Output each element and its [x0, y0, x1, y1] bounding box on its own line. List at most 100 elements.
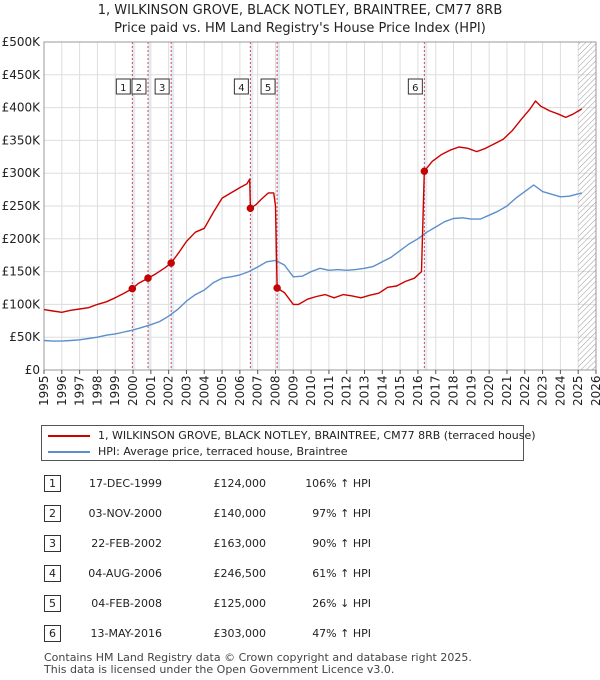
sale-price: £140,000	[213, 507, 267, 520]
sale-hpi-change: 106% ↑ HPI	[305, 477, 371, 490]
x-tick-label: 2023	[536, 375, 550, 406]
sale-label-box: 6	[407, 78, 423, 95]
sale-label-number: 1	[120, 83, 126, 94]
x-tick-label: 2024	[553, 375, 567, 406]
sale-point	[144, 274, 152, 282]
legend-label-price: 1, WILKINSON GROVE, BLACK NOTLEY, BRAINT…	[98, 429, 536, 442]
sale-label-box: 2	[131, 78, 147, 95]
y-tick-label: £150K	[2, 265, 42, 279]
x-tick-label: 2022	[518, 375, 532, 406]
sale-label-box: 3	[154, 78, 170, 95]
sale-price: £124,000	[213, 477, 267, 490]
sale-number-badge: 3	[44, 535, 61, 552]
y-tick-label: £400K	[2, 101, 42, 115]
sale-label-number: 4	[238, 83, 244, 94]
sale-band	[132, 42, 136, 370]
sale-label-box: 5	[260, 78, 276, 95]
sale-price: £246,500	[213, 567, 267, 580]
sale-label-box-frame	[407, 78, 423, 95]
sale-point	[420, 167, 429, 175]
y-tick-label: £450K	[2, 68, 42, 82]
sale-label-number: 5	[265, 83, 271, 94]
hpi-series-line	[43, 184, 582, 342]
x-tick-label: 2008	[268, 375, 282, 406]
sale-band	[277, 42, 281, 370]
sale-point	[167, 259, 175, 267]
x-tick-label: 2013	[358, 375, 372, 406]
x-tick-label: 2021	[500, 375, 514, 406]
x-tick-label: 2018	[447, 375, 461, 406]
x-tick-label: 2010	[304, 375, 318, 406]
sale-hpi-change: 61% ↑ HPI	[312, 567, 371, 580]
y-tick-label: £350K	[2, 133, 42, 147]
sale-number-badge: 4	[44, 565, 61, 582]
chart-subtitle: Price paid vs. HM Land Registry's House …	[114, 21, 486, 36]
price-series-line	[43, 100, 583, 313]
legend: 1, WILKINSON GROVE, BLACK NOTLEY, BRAINT…	[41, 425, 536, 461]
sale-date: 22-FEB-2002	[91, 537, 162, 550]
footer-copyright: Contains HM Land Registry data © Crown c…	[44, 651, 472, 664]
x-tick-label: 2012	[340, 375, 354, 406]
sale-point	[273, 284, 281, 292]
x-tick-label: 2004	[197, 375, 211, 406]
x-tick-label: 2007	[251, 375, 265, 406]
table-row: 5 04-FEB-2008 £125,000 26% ↓ HPI	[0, 595, 420, 615]
sale-label-box-frame	[154, 78, 170, 95]
sale-hpi-change: 26% ↓ HPI	[312, 597, 371, 610]
legend-swatch-hpi	[48, 451, 90, 453]
sale-hpi-change: 90% ↑ HPI	[312, 537, 371, 550]
x-tick-label: 2002	[162, 375, 176, 406]
x-tick-label: 1996	[55, 375, 69, 406]
x-tick-label: 2014	[375, 375, 389, 406]
sale-label-box-frame	[115, 78, 131, 95]
x-tick-label: 1995	[37, 375, 51, 406]
y-tick-label: £250K	[2, 199, 42, 213]
y-tick-label: £500K	[2, 35, 42, 49]
x-tick-label: 1999	[108, 375, 122, 406]
sale-hpi-change: 97% ↑ HPI	[312, 507, 371, 520]
sale-date: 17-DEC-1999	[88, 477, 162, 490]
x-tick-label: 2001	[144, 375, 158, 406]
price-chart: 1 2 3 4 5 6 £0 £50K £100K £150K £200K £250K £300K £35…	[2, 35, 600, 406]
table-row: 2 03-NOV-2000 £140,000 97% ↑ HPI	[0, 505, 420, 525]
sale-band	[424, 42, 428, 370]
x-tick-label: 1997	[73, 375, 87, 406]
sale-point	[246, 204, 255, 213]
sale-label-number: 2	[136, 83, 142, 94]
sale-label-box-frame	[233, 78, 249, 95]
y-tick-label: £100K	[2, 297, 42, 311]
footer-licence: This data is licensed under the Open Gov…	[44, 663, 395, 676]
sale-point	[128, 284, 137, 293]
sale-date: 03-NOV-2000	[88, 507, 162, 520]
table-row: 6 13-MAY-2016 £303,000 47% ↑ HPI	[0, 625, 420, 645]
x-tick-label: 2011	[322, 375, 336, 406]
sale-label-box: 1	[115, 78, 131, 95]
y-tick-label: £0	[25, 363, 40, 377]
x-tick-label: 2020	[482, 375, 496, 406]
sale-label-box: 4	[233, 78, 249, 95]
sale-number-badge: 2	[44, 505, 61, 522]
x-tick-label: 2015	[393, 375, 407, 406]
x-tick-label: 2006	[233, 375, 247, 406]
sale-date: 04-FEB-2008	[91, 597, 162, 610]
sale-number-badge: 5	[44, 595, 61, 612]
x-tick-label: 1998	[90, 375, 104, 406]
sale-label-number: 3	[159, 83, 165, 94]
sale-label-number: 6	[412, 83, 418, 94]
legend-swatch-price	[48, 435, 90, 437]
legend-label-hpi: HPI: Average price, terraced house, Brai…	[98, 445, 348, 458]
chart-title: 1, WILKINSON GROVE, BLACK NOTLEY, BRAINT…	[97, 3, 503, 18]
x-tick-label: 2000	[126, 375, 140, 406]
sale-number-badge: 1	[44, 475, 61, 492]
x-tick-label: 2005	[215, 375, 229, 406]
x-tick-label: 2019	[464, 375, 478, 406]
x-tick-label: 2003	[179, 375, 193, 406]
table-row: 3 22-FEB-2002 £163,000 90% ↑ HPI	[0, 535, 420, 555]
x-tick-label: 2025	[571, 375, 585, 406]
sale-price: £125,000	[213, 597, 267, 610]
sale-price: £303,000	[213, 627, 267, 640]
hatched-region	[578, 42, 596, 370]
x-tick-label: 2026	[589, 375, 600, 406]
x-tick-label: 2009	[286, 375, 300, 406]
table-row: 1 17-DEC-1999 £124,000 106% ↑ HPI	[0, 475, 420, 495]
